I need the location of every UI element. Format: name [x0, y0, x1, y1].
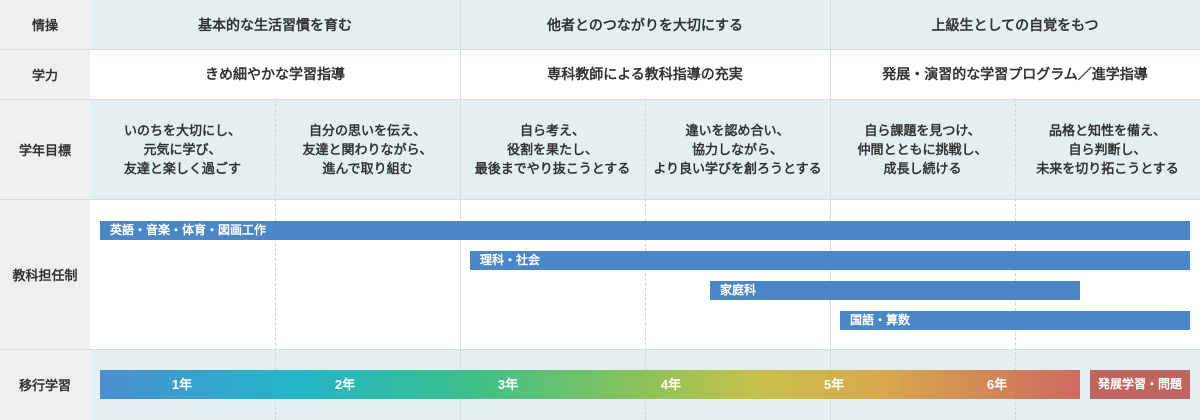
- emotion-band: [90, 0, 1200, 49]
- academic-stage-3: 発展・演習的な学習プログラム／進学指導: [882, 66, 1148, 82]
- stage-divider: [460, 0, 461, 420]
- academic-stage-1: きめ細やかな学習指導: [205, 66, 345, 82]
- transition-gradient-bar: [100, 370, 1080, 399]
- subject-bar-science-social: 理科・社会: [470, 251, 1190, 270]
- year-label-6: 6年: [986, 377, 1008, 392]
- year-label-4: 4年: [660, 377, 682, 392]
- stage-divider: [830, 0, 831, 420]
- grade-divider: [275, 99, 276, 420]
- emotion-stage-3: 上級生としての自覚をもつ: [931, 16, 1099, 33]
- year-label-3: 3年: [497, 377, 519, 392]
- emotion-stage-2: 他者とのつながりを大切にする: [547, 16, 743, 33]
- row-header-teacher-system: 教科担任制: [0, 199, 90, 349]
- row-divider: [0, 199, 1200, 200]
- grade-goal-4: 違いを認め合い、 協力しながら、 より良い学びを創ろうとする: [653, 122, 822, 176]
- row-header-grade-goals: 学年目標: [0, 99, 90, 199]
- subject-bar-japanese-math: 国語・算数: [840, 311, 1190, 330]
- academic-band: [90, 49, 1200, 99]
- grade-goal-5: 自ら課題を見つけ、 仲間とともに挑戦し、 成長し続ける: [857, 122, 988, 176]
- subject-bar-home-economics: 家庭科: [710, 281, 1080, 300]
- grade-goal-3: 自ら考え、 役割を果たし、 最後までやり抜こうとする: [474, 122, 631, 176]
- advanced-learning-label: 発展学習・問題: [1090, 370, 1190, 399]
- year-label-1: 1年: [171, 377, 193, 392]
- year-label-2: 2年: [334, 377, 356, 392]
- row-divider: [0, 99, 1200, 100]
- row-header-transition: 移行学習: [0, 349, 90, 420]
- subject-bar-english-music-pe-art: 英語・音楽・体育・図画工作: [100, 221, 1190, 240]
- row-header-academic: 学力: [0, 49, 90, 99]
- emotion-stage-1: 基本的な生活習慣を育む: [198, 16, 352, 33]
- row-divider: [0, 349, 1200, 350]
- year-label-5: 5年: [823, 377, 845, 392]
- row-divider: [0, 49, 1200, 50]
- row-header-emotion: 情操: [0, 0, 90, 49]
- academic-stage-2: 専科教師による教科指導の充実: [547, 66, 743, 82]
- grade-goal-6: 品格と知性を備え、 自ら判断し、 未来を切り拓こうとする: [1036, 122, 1179, 176]
- grade-goal-2: 自分の思いを伝え、 友達と関わりながら、 進んで取り組む: [302, 122, 433, 176]
- grade-goal-1: いのちを大切にし、 元気に学び、 友達と楽しく過ごす: [123, 122, 242, 176]
